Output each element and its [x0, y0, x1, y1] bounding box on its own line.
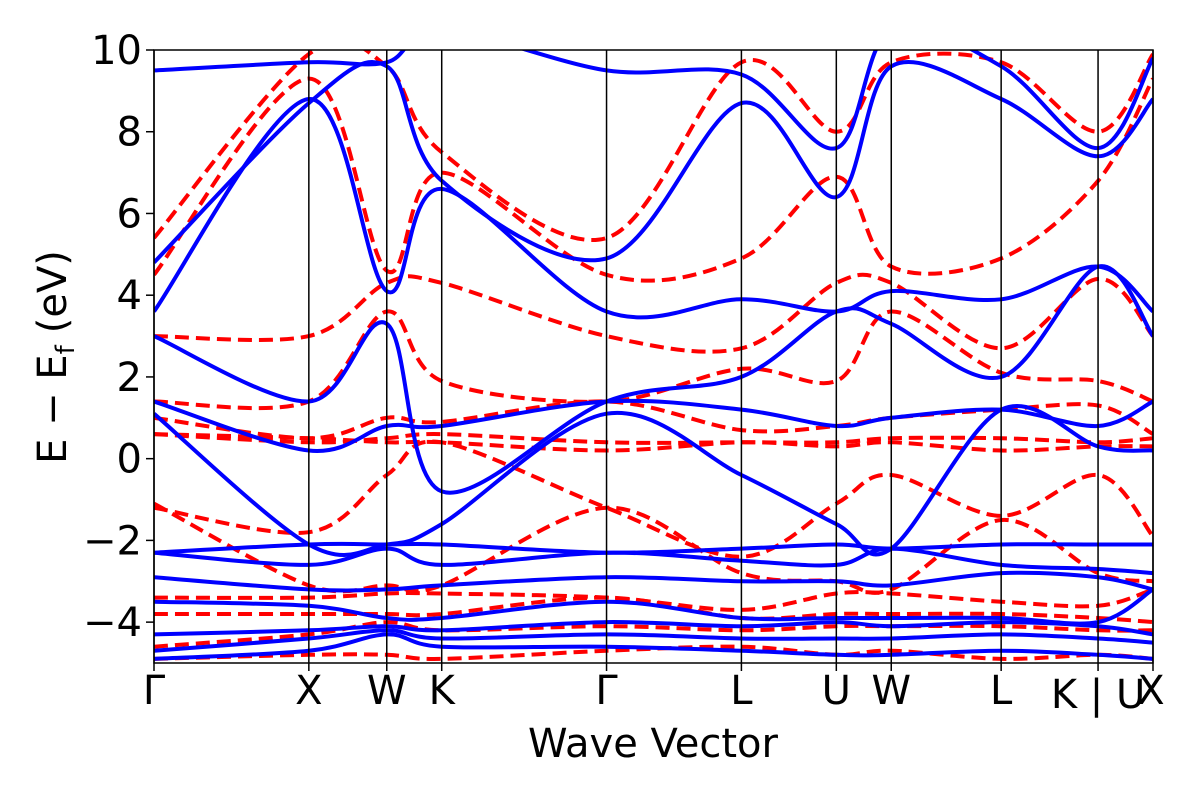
y-tick-label-2: 0	[117, 437, 142, 483]
y-tick-label-4: 4	[117, 273, 142, 319]
solid-band-line-5	[154, 546, 1153, 576]
x-tick-label-4: Γ	[595, 668, 618, 714]
y-tick-label-0: −4	[83, 600, 142, 646]
solid-band-line-2	[154, 620, 1153, 637]
y-axis-ticks: −4 −2 0 2 4 6 8 10	[83, 28, 154, 646]
x-tick-label-5: L	[730, 668, 753, 714]
x-tick-label-8: L	[990, 668, 1013, 714]
series-layer	[154, 50, 1153, 661]
solid-band-line-4	[154, 570, 1153, 593]
y-axis-label-subscript: f	[51, 344, 81, 354]
x-tick-label-6: U	[822, 668, 851, 714]
dashed-band-line-23	[154, 272, 1153, 354]
y-tick-label-1: −2	[83, 518, 142, 564]
x-tick-label-7: W	[871, 668, 911, 714]
y-tick-label-3: 2	[117, 355, 142, 401]
x-axis-label: Wave Vector	[528, 721, 779, 767]
dashed-band-line-18	[154, 439, 1153, 559]
solid-band-line-8	[154, 398, 1153, 453]
y-axis-label: E − Ef (eV)	[30, 250, 81, 464]
dashed-band-line-24	[154, 76, 1153, 283]
y-axis-label-unit: (eV)	[30, 250, 76, 333]
x-tick-label-2: W	[367, 668, 407, 714]
x-tick-label-3: K	[429, 668, 457, 714]
x-tick-label-1: X	[295, 668, 322, 714]
dashed-band-line-13	[154, 644, 1153, 661]
solid-band-line-6	[154, 541, 1153, 555]
solid-band-line-3	[154, 587, 1153, 626]
dashed-band-line-16	[154, 587, 1153, 612]
solid-band-line-9	[154, 264, 1153, 495]
x-tick-label-9: K | U	[1051, 672, 1145, 718]
x-tick-label-10: X	[1137, 668, 1164, 714]
y-axis-label-main: E − E	[30, 354, 76, 464]
plot-frame	[153, 49, 1154, 664]
y-tick-label-5: 6	[117, 191, 142, 237]
x-tick-label-0: Γ	[143, 668, 166, 714]
y-tick-label-6: 8	[117, 110, 142, 156]
solid-band-line-0	[154, 632, 1153, 661]
solid-band-line-1	[154, 628, 1153, 653]
y-tick-label-7: 10	[91, 28, 142, 74]
